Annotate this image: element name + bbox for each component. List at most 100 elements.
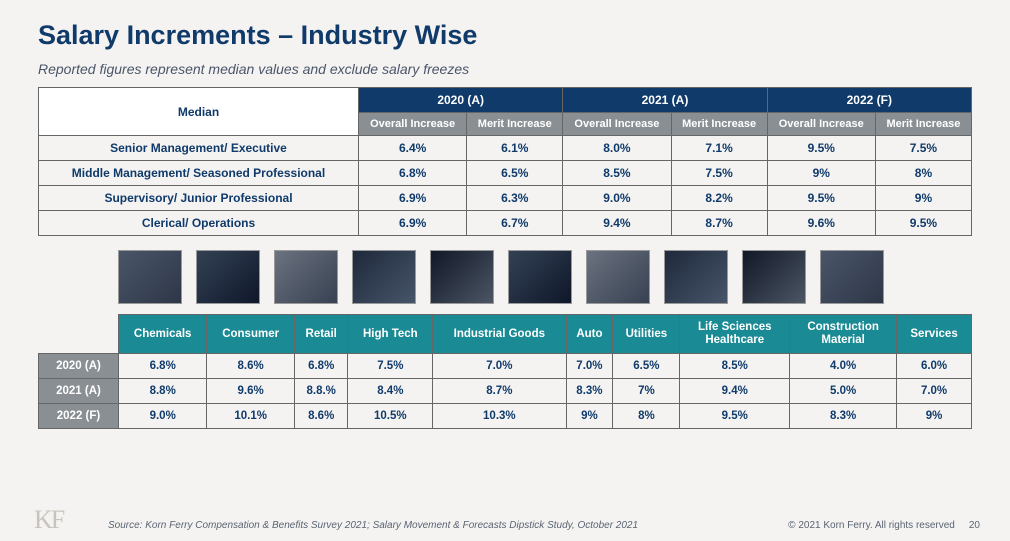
table-cell: 8.8.% bbox=[294, 379, 348, 404]
table-cell: 6.9% bbox=[359, 211, 467, 236]
table-cell: 8.7% bbox=[671, 211, 767, 236]
table-cell: 9.4% bbox=[563, 211, 671, 236]
copyright-text: © 2021 Korn Ferry. All rights reserved bbox=[788, 520, 955, 531]
sub-header: Overall Increase bbox=[359, 113, 467, 136]
table-cell: 8.3% bbox=[566, 379, 613, 404]
table-cell: 9.5% bbox=[680, 404, 790, 429]
table-cell: 6.7% bbox=[467, 211, 563, 236]
sub-header: Merit Increase bbox=[875, 113, 971, 136]
services-image bbox=[820, 250, 884, 304]
table-cell: 6.9% bbox=[359, 186, 467, 211]
year-cell: 2020 (A) bbox=[39, 354, 119, 379]
table-cell: 8.8% bbox=[119, 379, 207, 404]
year-cell: 2022 (F) bbox=[39, 404, 119, 429]
table-cell: 9.5% bbox=[767, 186, 875, 211]
table-cell: 4.0% bbox=[790, 354, 897, 379]
table-cell: 8.6% bbox=[207, 354, 295, 379]
table-cell: 8.7% bbox=[433, 379, 566, 404]
table-cell: 8.5% bbox=[680, 354, 790, 379]
table-cell: 9% bbox=[897, 404, 972, 429]
industry-header: Auto bbox=[566, 315, 613, 354]
table-cell: 6.8% bbox=[294, 354, 348, 379]
industry-header: Industrial Goods bbox=[433, 315, 566, 354]
table-cell: 9.6% bbox=[207, 379, 295, 404]
table-cell: 7% bbox=[613, 379, 680, 404]
year-header: 2020 (A) bbox=[359, 88, 563, 113]
footer: Source: Korn Ferry Compensation & Benefi… bbox=[38, 520, 980, 531]
table-cell: 7.5% bbox=[875, 136, 971, 161]
table-cell: 10.5% bbox=[348, 404, 433, 429]
table-cell: 9% bbox=[875, 186, 971, 211]
table-cell: 10.1% bbox=[207, 404, 295, 429]
table-cell: 10.3% bbox=[433, 404, 566, 429]
table-cell: 9.5% bbox=[875, 211, 971, 236]
table-cell: 7.5% bbox=[348, 354, 433, 379]
table-cell: 7.5% bbox=[671, 161, 767, 186]
sub-header: Merit Increase bbox=[671, 113, 767, 136]
page-number: 20 bbox=[969, 520, 980, 531]
table-cell: 9.0% bbox=[119, 404, 207, 429]
table-cell: 6.8% bbox=[359, 161, 467, 186]
industry-header: Utilities bbox=[613, 315, 680, 354]
table-cell: 9% bbox=[767, 161, 875, 186]
table-cell: 8% bbox=[875, 161, 971, 186]
year-cell: 2021 (A) bbox=[39, 379, 119, 404]
auto-image bbox=[508, 250, 572, 304]
sub-header: Overall Increase bbox=[563, 113, 671, 136]
year-header: 2021 (A) bbox=[563, 88, 767, 113]
table-cell: 9.4% bbox=[680, 379, 790, 404]
sub-header: Overall Increase bbox=[767, 113, 875, 136]
industry-header: Services bbox=[897, 315, 972, 354]
table-cell: 7.0% bbox=[566, 354, 613, 379]
table-cell: 6.4% bbox=[359, 136, 467, 161]
source-text: Source: Korn Ferry Compensation & Benefi… bbox=[108, 520, 638, 531]
table-row-label: Middle Management/ Seasoned Professional bbox=[39, 161, 359, 186]
page-title: Salary Increments – Industry Wise bbox=[38, 20, 972, 51]
table-cell: 6.1% bbox=[467, 136, 563, 161]
industry-image-strip bbox=[118, 250, 972, 304]
table-cell: 7.1% bbox=[671, 136, 767, 161]
table-cell: 7.0% bbox=[897, 379, 972, 404]
table-cell: 5.0% bbox=[790, 379, 897, 404]
table-cell: 9.6% bbox=[767, 211, 875, 236]
construction-image bbox=[742, 250, 806, 304]
consumer-image bbox=[196, 250, 260, 304]
industry-header: High Tech bbox=[348, 315, 433, 354]
table-cell: 6.8% bbox=[119, 354, 207, 379]
industry-header: Consumer bbox=[207, 315, 295, 354]
retail-image bbox=[274, 250, 338, 304]
table-cell: 9.5% bbox=[767, 136, 875, 161]
sub-header: Merit Increase bbox=[467, 113, 563, 136]
table-row-label: Senior Management/ Executive bbox=[39, 136, 359, 161]
table-cell: 8% bbox=[613, 404, 680, 429]
industrial-goods-image bbox=[430, 250, 494, 304]
table-cell: 8.6% bbox=[294, 404, 348, 429]
table-cell: 6.3% bbox=[467, 186, 563, 211]
subtitle: Reported figures represent median values… bbox=[38, 61, 972, 77]
table-cell: 8.3% bbox=[790, 404, 897, 429]
median-table: Median 2020 (A) 2021 (A) 2022 (F) Overal… bbox=[38, 87, 972, 236]
table-cell: 8.0% bbox=[563, 136, 671, 161]
table-row-label: Supervisory/ Junior Professional bbox=[39, 186, 359, 211]
industry-header: ConstructionMaterial bbox=[790, 315, 897, 354]
high-tech-image bbox=[352, 250, 416, 304]
table-cell: 8.5% bbox=[563, 161, 671, 186]
table-cell: 6.5% bbox=[467, 161, 563, 186]
industry-table: ChemicalsConsumerRetailHigh TechIndustri… bbox=[38, 314, 972, 429]
table-cell: 7.0% bbox=[433, 354, 566, 379]
year-header: 2022 (F) bbox=[767, 88, 971, 113]
table-cell: 8.4% bbox=[348, 379, 433, 404]
industry-header: Chemicals bbox=[119, 315, 207, 354]
blank-corner bbox=[39, 315, 119, 354]
chemicals-image bbox=[118, 250, 182, 304]
table-cell: 8.2% bbox=[671, 186, 767, 211]
industry-header: Retail bbox=[294, 315, 348, 354]
utilities-image bbox=[586, 250, 650, 304]
table-cell: 9.0% bbox=[563, 186, 671, 211]
table-cell: 9% bbox=[566, 404, 613, 429]
table-row-label: Clerical/ Operations bbox=[39, 211, 359, 236]
industry-header: Life SciencesHealthcare bbox=[680, 315, 790, 354]
table-cell: 6.5% bbox=[613, 354, 680, 379]
table-cell: 6.0% bbox=[897, 354, 972, 379]
life-sciences-image bbox=[664, 250, 728, 304]
